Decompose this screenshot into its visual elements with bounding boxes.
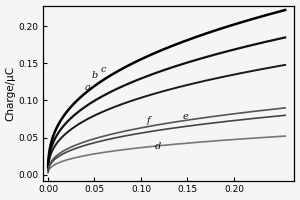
Y-axis label: Charge/μC: Charge/μC xyxy=(6,66,16,121)
Text: a: a xyxy=(85,83,91,92)
Text: e: e xyxy=(183,112,188,121)
Text: c: c xyxy=(101,65,106,74)
Text: d: d xyxy=(154,142,161,151)
Text: b: b xyxy=(91,71,98,80)
Text: f: f xyxy=(147,116,150,125)
